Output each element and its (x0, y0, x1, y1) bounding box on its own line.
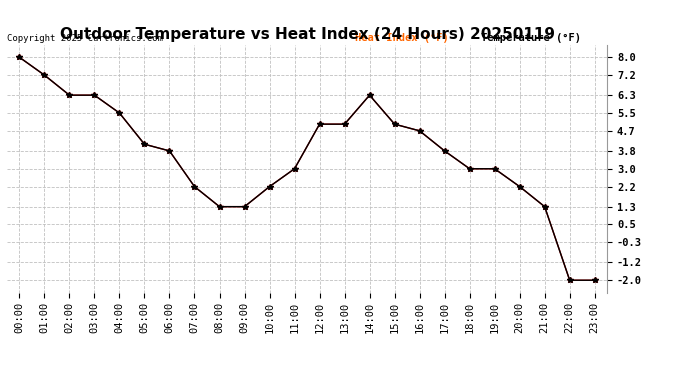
Text: Copyright 2025 Curtronics.com: Copyright 2025 Curtronics.com (7, 33, 163, 42)
Text: Temperature (°F): Temperature (°F) (481, 33, 581, 42)
Text: Heat Index (°F): Heat Index (°F) (355, 33, 448, 42)
Title: Outdoor Temperature vs Heat Index (24 Hours) 20250119: Outdoor Temperature vs Heat Index (24 Ho… (59, 27, 555, 42)
